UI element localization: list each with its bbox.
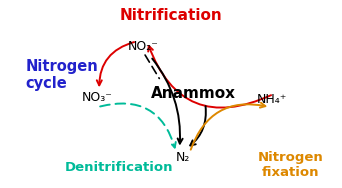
Text: NO₂⁻: NO₂⁻ bbox=[128, 40, 159, 54]
FancyArrowPatch shape bbox=[100, 104, 176, 148]
Text: Nitrogen
fixation: Nitrogen fixation bbox=[258, 152, 324, 179]
Text: Denitrification: Denitrification bbox=[65, 161, 173, 174]
Text: N₂: N₂ bbox=[176, 151, 190, 164]
Text: NH₄⁺: NH₄⁺ bbox=[257, 93, 287, 106]
FancyArrowPatch shape bbox=[145, 55, 159, 78]
FancyArrowPatch shape bbox=[148, 46, 271, 108]
Text: Anammox: Anammox bbox=[151, 86, 236, 102]
Text: Nitrification: Nitrification bbox=[120, 8, 222, 23]
FancyArrowPatch shape bbox=[97, 42, 134, 85]
FancyArrowPatch shape bbox=[152, 59, 183, 144]
FancyArrowPatch shape bbox=[190, 106, 206, 146]
Text: Nitrogen
cycle: Nitrogen cycle bbox=[26, 59, 98, 91]
FancyArrowPatch shape bbox=[191, 103, 265, 150]
Text: NO₃⁻: NO₃⁻ bbox=[82, 91, 113, 104]
